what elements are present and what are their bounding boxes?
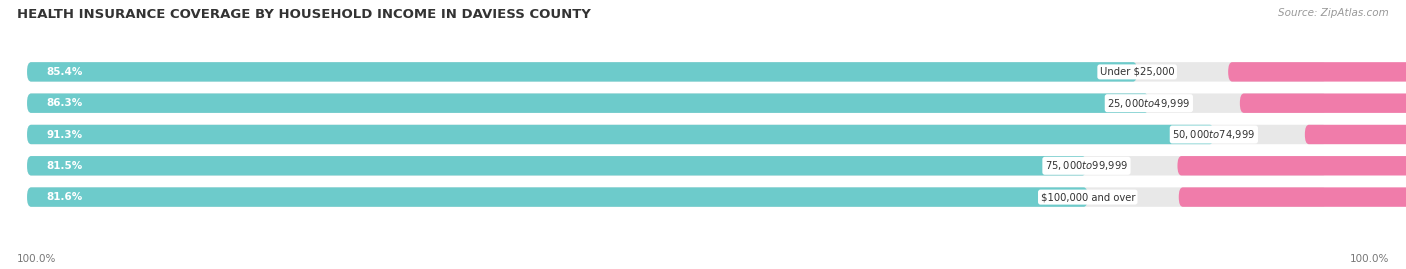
Text: 86.3%: 86.3% bbox=[46, 98, 83, 108]
FancyBboxPatch shape bbox=[27, 62, 1137, 82]
Text: $25,000 to $49,999: $25,000 to $49,999 bbox=[1108, 97, 1191, 110]
Text: $100,000 and over: $100,000 and over bbox=[1040, 192, 1135, 202]
Text: 81.6%: 81.6% bbox=[46, 192, 83, 202]
FancyBboxPatch shape bbox=[27, 187, 1327, 207]
Text: Under $25,000: Under $25,000 bbox=[1099, 67, 1174, 77]
FancyBboxPatch shape bbox=[1305, 125, 1406, 144]
Text: HEALTH INSURANCE COVERAGE BY HOUSEHOLD INCOME IN DAVIESS COUNTY: HEALTH INSURANCE COVERAGE BY HOUSEHOLD I… bbox=[17, 8, 591, 21]
FancyBboxPatch shape bbox=[1177, 156, 1406, 175]
Text: 91.3%: 91.3% bbox=[46, 129, 83, 140]
Text: Source: ZipAtlas.com: Source: ZipAtlas.com bbox=[1278, 8, 1389, 18]
FancyBboxPatch shape bbox=[27, 62, 1327, 82]
FancyBboxPatch shape bbox=[27, 125, 1213, 144]
Text: 85.4%: 85.4% bbox=[46, 67, 83, 77]
FancyBboxPatch shape bbox=[27, 156, 1087, 175]
FancyBboxPatch shape bbox=[1229, 62, 1406, 82]
Text: 100.0%: 100.0% bbox=[1350, 254, 1389, 264]
FancyBboxPatch shape bbox=[27, 93, 1327, 113]
FancyBboxPatch shape bbox=[27, 125, 1327, 144]
FancyBboxPatch shape bbox=[1178, 187, 1406, 207]
Text: $75,000 to $99,999: $75,000 to $99,999 bbox=[1045, 159, 1128, 172]
Text: $50,000 to $74,999: $50,000 to $74,999 bbox=[1173, 128, 1256, 141]
Text: 100.0%: 100.0% bbox=[17, 254, 56, 264]
FancyBboxPatch shape bbox=[27, 187, 1088, 207]
FancyBboxPatch shape bbox=[1240, 93, 1406, 113]
FancyBboxPatch shape bbox=[27, 156, 1327, 175]
FancyBboxPatch shape bbox=[27, 93, 1149, 113]
Text: 81.5%: 81.5% bbox=[46, 161, 83, 171]
